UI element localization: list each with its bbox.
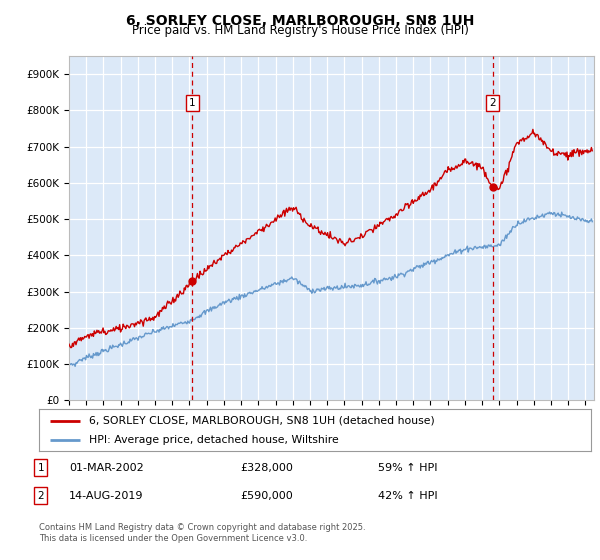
Text: £590,000: £590,000 — [240, 491, 293, 501]
Text: 1: 1 — [37, 463, 44, 473]
Text: £328,000: £328,000 — [240, 463, 293, 473]
Text: 6, SORLEY CLOSE, MARLBOROUGH, SN8 1UH (detached house): 6, SORLEY CLOSE, MARLBOROUGH, SN8 1UH (d… — [89, 416, 434, 426]
Text: Contains HM Land Registry data © Crown copyright and database right 2025.
This d: Contains HM Land Registry data © Crown c… — [39, 524, 365, 543]
Text: 6, SORLEY CLOSE, MARLBOROUGH, SN8 1UH: 6, SORLEY CLOSE, MARLBOROUGH, SN8 1UH — [126, 14, 474, 28]
Text: 1: 1 — [189, 98, 196, 108]
Text: Price paid vs. HM Land Registry's House Price Index (HPI): Price paid vs. HM Land Registry's House … — [131, 24, 469, 37]
Text: 42% ↑ HPI: 42% ↑ HPI — [378, 491, 437, 501]
Text: 59% ↑ HPI: 59% ↑ HPI — [378, 463, 437, 473]
Text: HPI: Average price, detached house, Wiltshire: HPI: Average price, detached house, Wilt… — [89, 435, 338, 445]
Text: 01-MAR-2002: 01-MAR-2002 — [69, 463, 144, 473]
Text: 2: 2 — [490, 98, 496, 108]
Text: 14-AUG-2019: 14-AUG-2019 — [69, 491, 143, 501]
Text: 2: 2 — [37, 491, 44, 501]
